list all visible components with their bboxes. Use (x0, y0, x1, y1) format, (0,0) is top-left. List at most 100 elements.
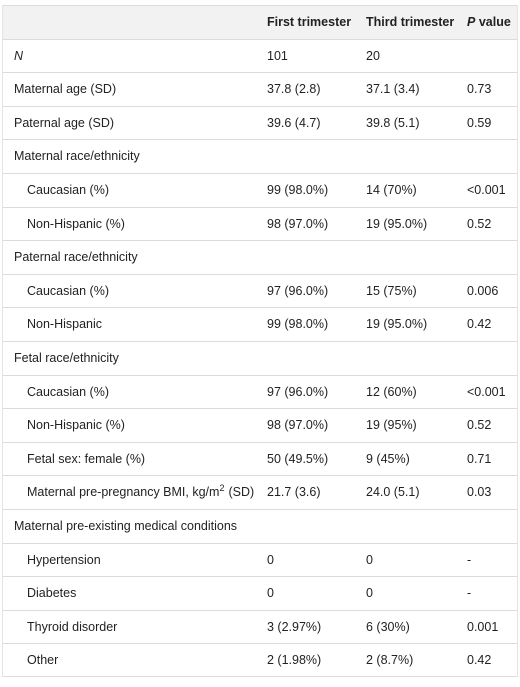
table-cell: 0.03 (467, 485, 492, 500)
table-cell: 0 (267, 552, 274, 567)
table-cell: - (467, 552, 472, 567)
table-cell: 20 (366, 48, 380, 63)
label-text: Caucasian (%) (27, 182, 109, 197)
table-cell: 97 (96.0%) (267, 384, 329, 399)
table-cell: 14 (70%) (366, 182, 417, 197)
row-label: Diabetes (27, 577, 76, 609)
table-cell: 24.0 (5.1) (366, 485, 420, 500)
column-header: Third trimester (366, 15, 455, 29)
row-label: Fetal sex: female (%) (27, 443, 145, 475)
table-cell: <0.001 (467, 384, 506, 399)
row-label: Other (27, 644, 58, 676)
table-cell: 0.006 (467, 283, 499, 298)
label-text: Non-Hispanic (27, 317, 103, 332)
table-row: Maternal pre-existing medical conditions (3, 508, 517, 543)
table-cell: 21.7 (3.6) (267, 485, 321, 500)
row-label: Maternal pre-pregnancy BMI, kg/m2 (SD) (27, 476, 254, 508)
label-text: Maternal pre-pregnancy BMI, kg/m (27, 485, 220, 500)
table-row: Paternal race/ethnicity (3, 240, 517, 274)
row-label: Maternal age (SD) (14, 73, 116, 105)
row-label: N (14, 40, 23, 72)
row-label: Hypertension (27, 544, 101, 576)
p-symbol: P (467, 15, 476, 29)
table-cell: 2 (8.7%) (366, 653, 414, 668)
label-suffix: (SD) (228, 485, 255, 500)
table-row: Maternal pre-pregnancy BMI, kg/m2 (SD) 21.… (3, 475, 517, 509)
table-cell: 39.6 (4.7) (267, 115, 321, 130)
table-cell: 0 (267, 586, 274, 601)
table-cell: 15 (75%) (366, 283, 417, 298)
table-cell: 50 (49.5%) (267, 451, 329, 466)
table-cell: 12 (60%) (366, 384, 417, 399)
label-text: Fetal sex: female (%) (27, 451, 146, 466)
table-row: Non-Hispanic 99 (98.0%) 19 (95.0%) 0.42 (3, 307, 517, 341)
table-cell: 0.52 (467, 418, 492, 433)
row-label: Maternal race/ethnicity (14, 140, 140, 172)
row-label: Non-Hispanic (%) (27, 409, 125, 441)
table-row: Hypertension 0 0 - (3, 542, 517, 577)
table-row: Paternal age (SD) 39.6 (4.7) 39.8 (5.1) 0.5… (3, 105, 517, 140)
table-cell: 19 (95.0%) (366, 317, 428, 332)
table-row: Non-Hispanic (%) 98 (97.0%) 19 (95.0%) 0.52 (3, 206, 517, 241)
table-cell: 0.52 (467, 216, 492, 231)
table-cell: 97 (96.0%) (267, 283, 329, 298)
table-row: Fetal sex: female (%) 50 (49.5%) 9 (45%) 0.… (3, 441, 517, 476)
label-text: Paternal race/ethnicity (14, 250, 138, 265)
table-cell: 98 (97.0%) (267, 216, 329, 231)
table-cell: 6 (30%) (366, 619, 410, 634)
label-text: Non-Hispanic (%) (27, 418, 125, 433)
table-row: Caucasian (%) 97 (96.0%) 12 (60%) <0.001 (3, 374, 517, 409)
label-text: Thyroid disorder (27, 619, 118, 634)
label-text: Diabetes (27, 586, 77, 601)
row-label: Paternal age (SD) (14, 107, 114, 139)
table-row: Caucasian (%) 97 (96.0%) 15 (75%) 0.006 (3, 273, 517, 308)
table-row: Maternal age (SD) 37.8 (2.8) 37.1 (3.4) 0.7… (3, 72, 517, 106)
row-label: Paternal race/ethnicity (14, 241, 138, 273)
table-row: Non-Hispanic (%) 98 (97.0%) 19 (95%) 0.52 (3, 408, 517, 442)
label-text: Paternal age (SD) (14, 115, 115, 130)
label-text: Fetal race/ethnicity (14, 350, 119, 365)
table-cell: 99 (98.0%) (267, 182, 329, 197)
column-header: First trimester (267, 15, 352, 29)
table-cell: 3 (2.97%) (267, 619, 322, 634)
table-cell: 0.001 (467, 619, 499, 634)
table-cell: 19 (95%) (366, 418, 417, 433)
table-row: Thyroid disorder 3 (2.97%) 6 (30%) 0.001 (3, 609, 517, 644)
table-row: Fetal race/ethnicity (3, 340, 517, 375)
table: First trimester Third trimester P value N 10… (2, 5, 518, 677)
table-cell: 0 (366, 586, 373, 601)
table-row: Other 2 (1.98%) 2 (8.7%) 0.42 (3, 643, 517, 677)
label-text: Maternal pre-existing medical conditions (14, 518, 238, 533)
row-label: Caucasian (%) (27, 376, 109, 408)
row-label: Non-Hispanic (27, 308, 102, 340)
label-text: Other (27, 653, 59, 668)
table-cell: 0.59 (467, 115, 492, 130)
p-text: value (478, 15, 511, 29)
label-text: N (14, 48, 24, 63)
table-cell: 99 (98.0%) (267, 317, 329, 332)
label-text: Non-Hispanic (%) (27, 216, 125, 231)
table-cell: 0 (366, 552, 373, 567)
table-row: Caucasian (%) 99 (98.0%) 14 (70%) <0.001 (3, 172, 517, 207)
header-row: First trimester Third trimester P value (3, 5, 517, 39)
table-cell: 0.71 (467, 451, 492, 466)
row-label: Caucasian (%) (27, 174, 109, 206)
table-cell: - (467, 586, 472, 601)
table-row: N 101 20 (3, 38, 517, 73)
label-text: Caucasian (%) (27, 283, 109, 298)
row-label: Fetal race/ethnicity (14, 342, 119, 374)
table-row: Maternal race/ethnicity (3, 139, 517, 173)
table-cell: 9 (45%) (366, 451, 410, 466)
row-label: Caucasian (%) (27, 275, 109, 307)
row-label: Thyroid disorder (27, 611, 117, 643)
table-cell: 2 (1.98%) (267, 653, 322, 668)
label-text: Maternal race/ethnicity (14, 149, 140, 164)
table-row: Diabetes 0 0 - (3, 576, 517, 610)
table-cell: 0.73 (467, 82, 492, 97)
superscript: 2 (219, 483, 225, 494)
table-cell: 0.42 (467, 317, 492, 332)
row-label: Non-Hispanic (%) (27, 208, 125, 240)
label-text: Maternal age (SD) (14, 82, 117, 97)
column-header: P value (467, 6, 511, 38)
